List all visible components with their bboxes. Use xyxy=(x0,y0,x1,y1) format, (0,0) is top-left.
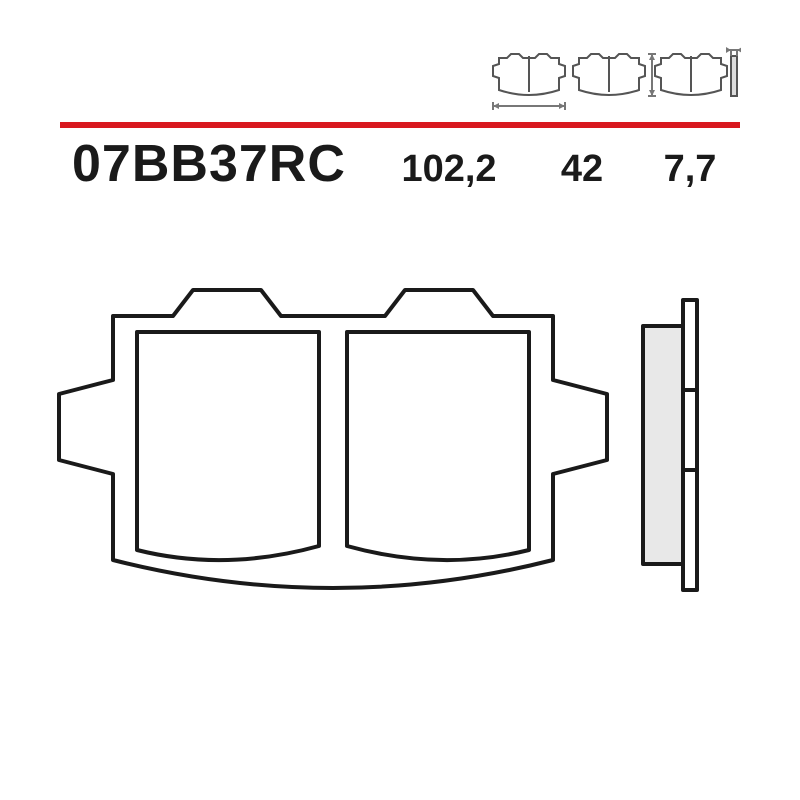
dimension-width-value: 102,2 xyxy=(394,148,504,191)
dimension-thickness-value: 7,7 xyxy=(660,148,720,191)
thickness-dimension-icon xyxy=(653,42,725,97)
spec-sheet: 07BB37RC 102,2 42 7,7 xyxy=(0,0,800,800)
red-divider-line xyxy=(60,115,740,121)
part-number: 07BB37RC xyxy=(72,134,346,194)
brake-pad-technical-drawing xyxy=(55,260,745,660)
dimensions-group: 102,2 42 7,7 xyxy=(394,148,720,191)
height-dimension-icon xyxy=(569,42,641,97)
dimension-icons-row xyxy=(485,42,725,97)
dimension-height-value: 42 xyxy=(552,148,612,191)
width-dimension-icon xyxy=(485,42,557,97)
spec-data-row: 07BB37RC 102,2 42 7,7 xyxy=(72,134,728,194)
